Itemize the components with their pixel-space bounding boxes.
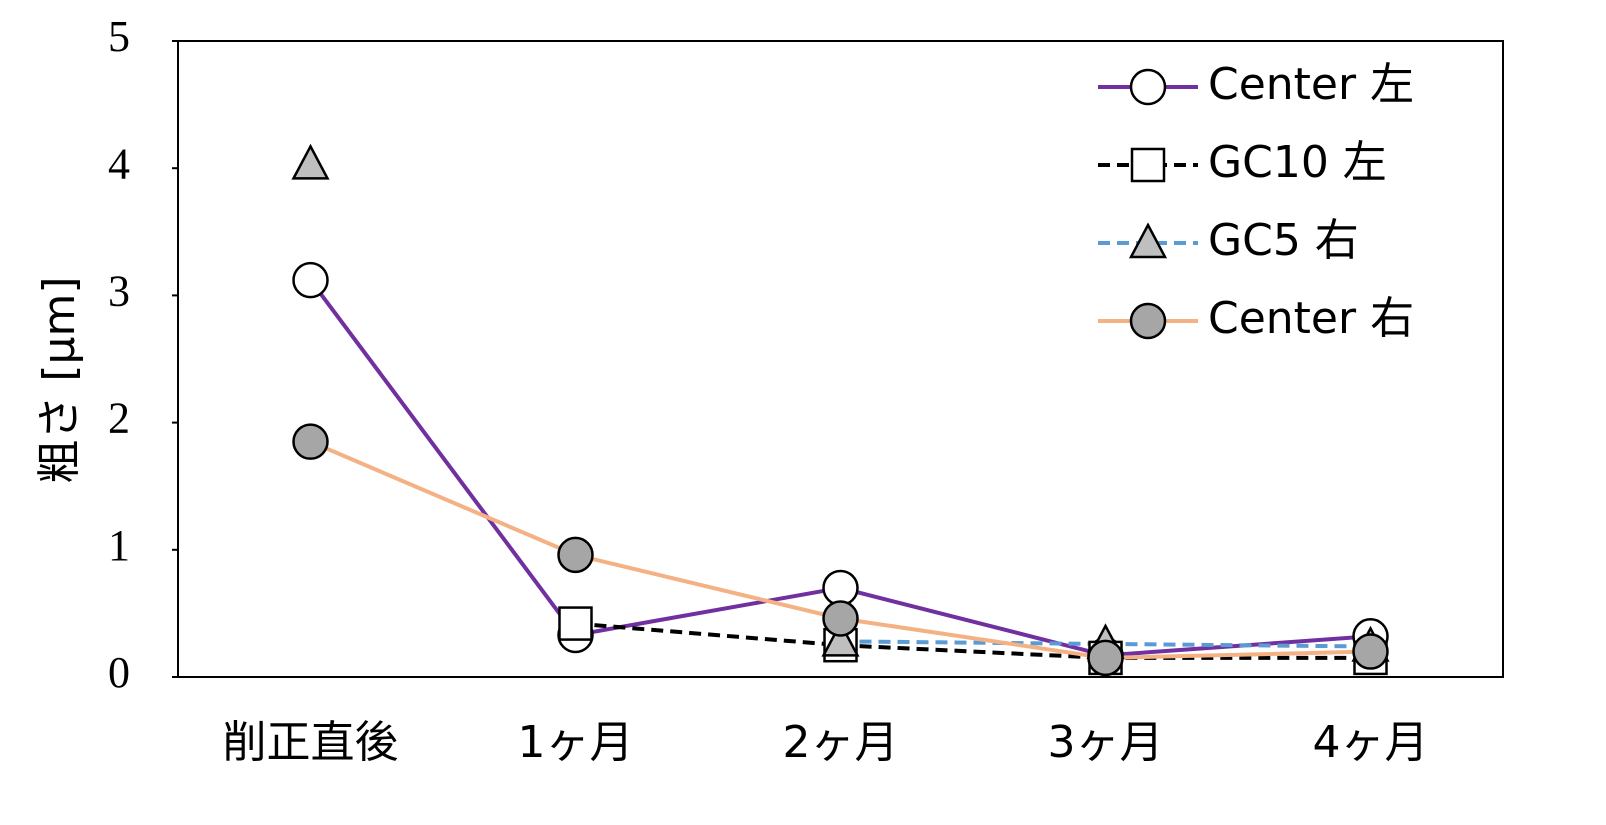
y-tick-label: 2: [108, 394, 130, 443]
y-tick-label: 5: [108, 12, 130, 61]
marker: [1352, 633, 1389, 670]
marker: [822, 600, 859, 637]
marker: [292, 423, 329, 460]
marker: [1129, 302, 1167, 340]
marker: [1087, 639, 1124, 677]
marker: [1129, 68, 1167, 106]
marker: [291, 143, 330, 180]
x-tick-label: 1ヶ月: [518, 717, 634, 768]
y-tick-label: 1: [108, 521, 130, 570]
x-tick-label: 削正直後: [223, 717, 399, 768]
legend-label: GC10 左: [1208, 137, 1387, 188]
legend-label: Center 左: [1208, 59, 1414, 110]
marker: [1130, 147, 1166, 183]
y-tick-label: 3: [108, 266, 130, 315]
x-tick-label: 2ヶ月: [783, 717, 899, 768]
legend-label: Center 右: [1208, 293, 1414, 344]
marker: [1128, 222, 1168, 259]
plot-frame: [177, 40, 1504, 678]
marker: [821, 620, 860, 657]
marker: [558, 606, 593, 641]
series-line: [840, 639, 1371, 649]
y-tick-label: 0: [108, 648, 130, 697]
marker: [822, 569, 859, 607]
x-tick-label: 4ヶ月: [1313, 717, 1429, 768]
y-tick-label: 4: [108, 139, 130, 188]
y-axis-label: 粗さ [μm]: [34, 276, 85, 483]
legend-label: GC5 右: [1208, 215, 1359, 266]
x-tick-label: 3ヶ月: [1048, 717, 1164, 768]
marker: [557, 536, 594, 574]
marker: [292, 261, 329, 299]
